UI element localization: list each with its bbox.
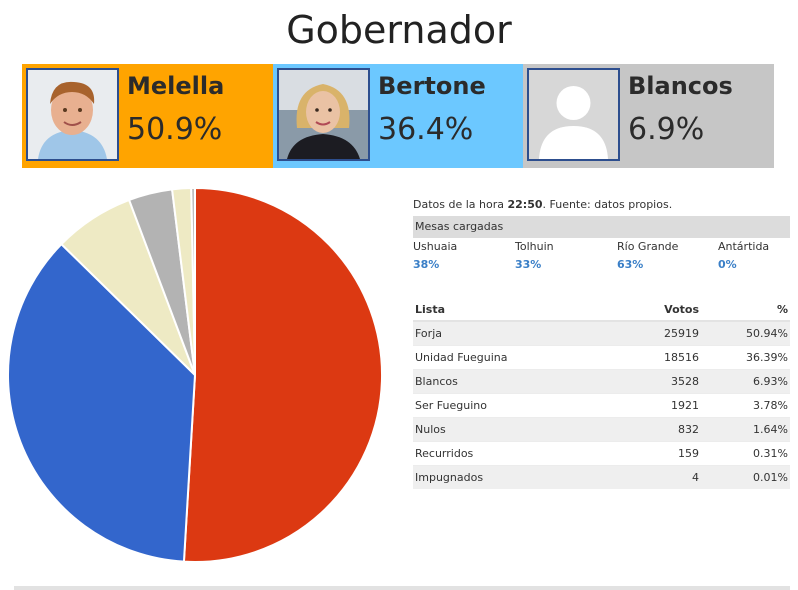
candidate-photo-melella — [26, 68, 119, 161]
table-row: Unidad Fueguina 18516 36.39% — [413, 345, 790, 370]
row-pct: 1.64% — [701, 417, 790, 442]
row-votos: 4 — [617, 465, 701, 489]
candidate-photo-bertone — [277, 68, 370, 161]
candidate-card-melella: Melella 50.9% — [22, 64, 273, 168]
region-value: 63% — [617, 258, 644, 271]
pie-slice-forja — [182, 186, 384, 563]
candidate-card-blancos: Blancos 6.9% — [523, 64, 774, 168]
region-value: 0% — [718, 258, 737, 271]
region-label: Ushuaia — [413, 240, 458, 253]
row-pct: 50.94% — [701, 320, 790, 346]
table-row: Impugnados 4 0.01% — [413, 465, 790, 489]
mesas-region-ushuaia: Ushuaia 38% — [413, 240, 513, 271]
mesas-region-rio-grande: Río Grande 63% — [617, 240, 717, 271]
timestamp-time: 22:50 — [507, 198, 543, 211]
row-lista: Blancos — [413, 369, 617, 394]
row-lista: Nulos — [413, 417, 617, 442]
row-votos: 18516 — [617, 345, 701, 370]
candidate-name: Melella — [127, 72, 225, 100]
table-row: Blancos 3528 6.93% — [413, 369, 790, 394]
row-votos: 25919 — [617, 320, 701, 346]
region-label: Antártida — [718, 240, 770, 253]
row-lista: Forja — [413, 320, 617, 346]
row-votos: 159 — [617, 441, 701, 466]
row-lista: Ser Fueguino — [413, 393, 617, 418]
row-pct: 6.93% — [701, 369, 790, 394]
mesas-region-tolhuin: Tolhuin 33% — [515, 240, 615, 271]
generic-avatar-icon — [527, 68, 620, 161]
region-label: Río Grande — [617, 240, 679, 253]
candidate-percentage: 6.9% — [628, 112, 705, 147]
region-label: Tolhuin — [515, 240, 554, 253]
row-pct: 0.31% — [701, 441, 790, 466]
row-lista: Unidad Fueguina — [413, 345, 617, 370]
row-lista: Recurridos — [413, 441, 617, 466]
timestamp-source: . Fuente: datos propios. — [542, 198, 673, 211]
table-row: Forja 25919 50.94% — [413, 320, 790, 346]
header-votos: Votos — [617, 298, 701, 322]
candidate-card-bertone: Bertone 36.4% — [273, 64, 523, 168]
candidate-name: Blancos — [628, 72, 733, 100]
region-value: 38% — [413, 258, 440, 271]
header-lista: Lista — [413, 298, 617, 322]
mesas-region-antartida: Antártida 0% — [718, 240, 798, 271]
region-value: 33% — [515, 258, 542, 271]
row-pct: 36.39% — [701, 345, 790, 370]
row-votos: 832 — [617, 417, 701, 442]
page-title: Gobernador — [286, 8, 512, 52]
pie-slice-unidad-fueguina — [7, 242, 197, 563]
row-votos: 3528 — [617, 369, 701, 394]
mesas-header: Mesas cargadas — [413, 216, 790, 238]
candidate-percentage: 50.9% — [127, 112, 223, 147]
table-row: Recurridos 159 0.31% — [413, 441, 790, 466]
table-row: Ser Fueguino 1921 3.78% — [413, 393, 790, 418]
data-timestamp: Datos de la hora 22:50. Fuente: datos pr… — [413, 198, 672, 211]
results-pie-chart — [7, 186, 384, 563]
row-pct: 0.01% — [701, 465, 790, 489]
table-row: Nulos 832 1.64% — [413, 417, 790, 442]
candidate-name: Bertone — [378, 72, 486, 100]
results-table: Lista Votos % Forja 25919 50.94% Unidad … — [413, 298, 790, 489]
table-header-row: Lista Votos % — [413, 298, 790, 322]
timestamp-prefix: Datos de la hora — [413, 198, 508, 211]
row-votos: 1921 — [617, 393, 701, 418]
candidate-percentage: 36.4% — [378, 112, 474, 147]
row-lista: Impugnados — [413, 465, 617, 489]
bottom-divider — [14, 586, 790, 590]
header-pct: % — [701, 298, 790, 322]
row-pct: 3.78% — [701, 393, 790, 418]
